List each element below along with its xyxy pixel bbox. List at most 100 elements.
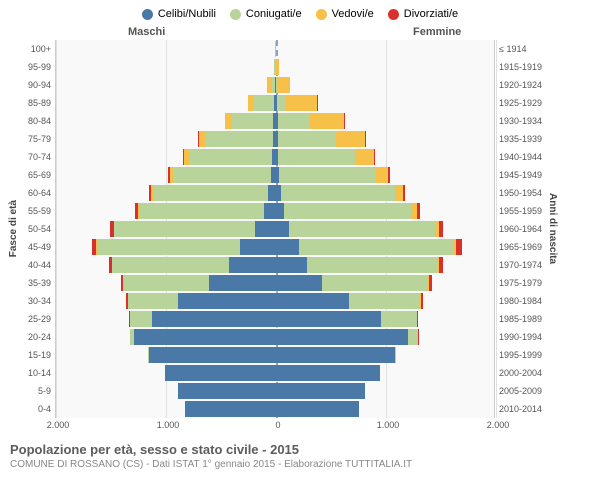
female-half — [275, 203, 494, 219]
birth-tick: 1955-1959 — [499, 202, 542, 220]
legend-label: Celibi/Nubili — [158, 8, 216, 20]
birth-tick: 1950-1954 — [499, 184, 542, 202]
male-half — [56, 149, 275, 165]
male-half — [56, 59, 275, 75]
age-tick: 0-4 — [38, 400, 51, 418]
pyramid-row — [56, 59, 494, 75]
segment-single — [178, 293, 275, 309]
pyramid-row — [56, 221, 494, 237]
x-tick: 1.000 — [157, 420, 180, 430]
segment-widowed — [277, 77, 290, 93]
segment-single — [149, 347, 276, 363]
pyramid-row — [56, 185, 494, 201]
female-half — [275, 95, 494, 111]
segment-divorced — [374, 149, 375, 165]
legend-label: Vedovi/e — [332, 8, 374, 20]
segment-single — [275, 257, 307, 273]
gridline — [496, 40, 497, 418]
male-header: Maschi — [128, 26, 165, 38]
pyramid-row — [56, 383, 494, 399]
segment-single — [275, 347, 395, 363]
female-half — [275, 149, 494, 165]
chart-wrap: Fasce di età 100+95-9990-9485-8980-8475-… — [8, 40, 592, 418]
x-axis: 2.0001.00001.0002.000 — [58, 420, 498, 434]
segment-single — [185, 401, 275, 417]
female-half — [275, 329, 494, 345]
pyramid-row — [56, 311, 494, 327]
birth-tick: 1920-1924 — [499, 76, 542, 94]
male-half — [56, 293, 275, 309]
segment-divorced — [439, 221, 443, 237]
legend: Celibi/NubiliConiugati/eVedovi/eDivorzia… — [8, 8, 592, 20]
female-half — [275, 347, 494, 363]
female-half — [275, 131, 494, 147]
female-half — [275, 167, 494, 183]
segment-divorced — [456, 239, 462, 255]
female-half — [275, 365, 494, 381]
pyramid-row — [56, 167, 494, 183]
pyramid-row — [56, 239, 494, 255]
age-tick: 45-49 — [28, 238, 51, 256]
male-half — [56, 275, 275, 291]
pyramid-row — [56, 203, 494, 219]
pyramid-row — [56, 95, 494, 111]
pyramid-row — [56, 113, 494, 129]
birth-tick: 1980-1984 — [499, 292, 542, 310]
female-half — [275, 239, 494, 255]
segment-married — [140, 203, 264, 219]
segment-divorced — [417, 311, 418, 327]
male-half — [56, 401, 275, 417]
segment-married — [153, 185, 269, 201]
birth-tick: 2000-2004 — [499, 364, 542, 382]
legend-swatch — [142, 9, 153, 20]
segment-single — [275, 293, 349, 309]
segment-single — [165, 365, 275, 381]
segment-divorced — [421, 293, 423, 309]
age-tick: 55-59 — [28, 202, 51, 220]
female-half — [275, 401, 494, 417]
birth-tick: 1925-1929 — [499, 94, 542, 112]
pyramid-row — [56, 401, 494, 417]
chart-title: Popolazione per età, sesso e stato civil… — [10, 442, 592, 457]
segment-married — [307, 257, 438, 273]
segment-married — [278, 131, 336, 147]
segment-widowed — [376, 167, 388, 183]
segment-married — [173, 167, 271, 183]
age-tick: 60-64 — [28, 184, 51, 202]
age-tick: 80-84 — [28, 112, 51, 130]
age-tick: 65-69 — [28, 166, 51, 184]
birth-tick: 1995-1999 — [499, 346, 542, 364]
pyramid-row — [56, 365, 494, 381]
male-half — [56, 203, 275, 219]
age-tick: 25-29 — [28, 310, 51, 328]
pyramid-row — [56, 77, 494, 93]
segment-widowed — [285, 95, 317, 111]
male-half — [56, 41, 275, 57]
male-half — [56, 365, 275, 381]
segment-married — [381, 311, 417, 327]
segment-widowed — [336, 131, 365, 147]
pyramid-row — [56, 293, 494, 309]
male-half — [56, 131, 275, 147]
pyramid-row — [56, 41, 494, 57]
male-half — [56, 221, 275, 237]
segment-divorced — [403, 185, 405, 201]
segment-widowed — [309, 113, 344, 129]
male-half — [56, 257, 275, 273]
segment-married — [205, 131, 273, 147]
segment-married — [281, 185, 395, 201]
segment-single — [275, 365, 380, 381]
birth-tick: 1940-1944 — [499, 148, 542, 166]
segment-single — [209, 275, 275, 291]
title-block: Popolazione per età, sesso e stato civil… — [8, 442, 592, 470]
legend-swatch — [388, 9, 399, 20]
chart-subtitle: COMUNE DI ROSSANO (CS) - Dati ISTAT 1° g… — [10, 459, 592, 470]
segment-single — [134, 329, 275, 345]
x-tick: 2.000 — [487, 420, 510, 430]
segment-married — [278, 149, 355, 165]
segment-single — [229, 257, 275, 273]
segment-married — [130, 311, 152, 327]
female-header: Femmine — [413, 26, 461, 38]
segment-divorced — [429, 275, 433, 291]
segment-divorced — [365, 131, 366, 147]
